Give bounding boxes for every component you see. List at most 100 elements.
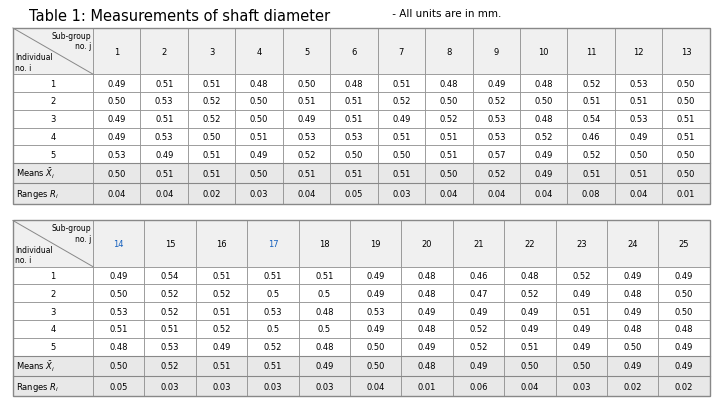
Text: 0.04: 0.04 (298, 190, 315, 199)
Bar (188, 75, 235, 93)
Text: 0.04: 0.04 (440, 190, 458, 199)
Text: 0.53: 0.53 (298, 133, 315, 142)
Bar (196, 267, 247, 285)
Text: 0.48: 0.48 (418, 289, 437, 298)
Text: 0.49: 0.49 (572, 325, 591, 334)
Bar (299, 356, 350, 376)
Text: Table 1: Measurements of shaft diameter: Table 1: Measurements of shaft diameter (29, 9, 330, 24)
Bar (504, 320, 556, 338)
Bar (141, 110, 188, 128)
Text: 0.50: 0.50 (250, 169, 268, 178)
Bar (247, 285, 299, 302)
Bar (378, 29, 425, 75)
Bar (282, 93, 331, 110)
Bar (473, 75, 520, 93)
Text: 0.08: 0.08 (582, 190, 600, 199)
Bar (607, 302, 658, 320)
Bar (473, 93, 520, 110)
Text: 7: 7 (399, 47, 404, 57)
Text: 0.04: 0.04 (535, 190, 553, 199)
Bar (93, 221, 144, 267)
Bar (350, 302, 402, 320)
Text: Sub-group
no. j: Sub-group no. j (52, 223, 91, 243)
Bar (453, 356, 504, 376)
Bar (299, 320, 350, 338)
Text: 0.49: 0.49 (675, 342, 693, 351)
Text: 0.52: 0.52 (487, 97, 505, 106)
Text: 0.49: 0.49 (572, 342, 591, 351)
Text: 0.52: 0.52 (212, 289, 231, 298)
Text: 0.49: 0.49 (470, 307, 488, 316)
Bar (282, 110, 331, 128)
Text: 0.03: 0.03 (250, 190, 268, 199)
Bar (331, 110, 378, 128)
Bar (607, 285, 658, 302)
Bar (402, 285, 453, 302)
Bar (299, 285, 350, 302)
Bar (141, 75, 188, 93)
Bar (196, 285, 247, 302)
Text: Ranges $R_i$: Ranges $R_i$ (16, 380, 60, 393)
Text: 0.5: 0.5 (267, 325, 280, 334)
Text: 22: 22 (525, 240, 535, 249)
Bar (350, 356, 402, 376)
Bar (425, 164, 473, 184)
Bar (141, 29, 188, 75)
Bar (504, 221, 556, 267)
Bar (473, 184, 520, 204)
Bar (196, 320, 247, 338)
Bar (520, 164, 567, 184)
Bar (350, 338, 402, 356)
Text: Sub-group
no. j: Sub-group no. j (52, 31, 91, 51)
Bar (473, 146, 520, 164)
Bar (144, 267, 196, 285)
Text: 0.50: 0.50 (624, 342, 642, 351)
Bar (504, 267, 556, 285)
Bar (93, 93, 141, 110)
Text: 0.49: 0.49 (108, 79, 126, 88)
Text: 0.48: 0.48 (345, 79, 364, 88)
Bar (378, 184, 425, 204)
Text: 0.48: 0.48 (315, 342, 333, 351)
Text: 0.51: 0.51 (212, 307, 231, 316)
Bar (473, 164, 520, 184)
Bar (235, 110, 282, 128)
Text: 0.02: 0.02 (624, 382, 642, 391)
Text: 4: 4 (50, 133, 56, 142)
Text: 0.49: 0.49 (155, 150, 174, 159)
Bar (144, 285, 196, 302)
Text: 0.51: 0.51 (264, 271, 282, 280)
Text: 0.49: 0.49 (418, 307, 437, 316)
Text: 0.04: 0.04 (521, 382, 539, 391)
Text: 0.03: 0.03 (392, 190, 411, 199)
Text: 0.50: 0.50 (440, 97, 458, 106)
Bar (556, 302, 607, 320)
Text: 0.03: 0.03 (212, 382, 231, 391)
Text: 0.02: 0.02 (202, 190, 221, 199)
Bar (13, 29, 93, 75)
Text: 19: 19 (371, 240, 381, 249)
Bar (350, 285, 402, 302)
Bar (235, 146, 282, 164)
Bar (607, 267, 658, 285)
Bar (567, 128, 615, 146)
Text: 0.52: 0.52 (535, 133, 553, 142)
Text: 0.50: 0.50 (677, 97, 695, 106)
Bar (663, 75, 710, 93)
Bar (615, 184, 663, 204)
Bar (520, 128, 567, 146)
Text: 0.04: 0.04 (108, 190, 126, 199)
Text: 0.50: 0.50 (250, 115, 268, 124)
Text: 4: 4 (50, 325, 56, 334)
Text: 20: 20 (422, 240, 432, 249)
Text: 0.52: 0.52 (264, 342, 282, 351)
Bar (93, 302, 144, 320)
Text: 0.52: 0.52 (202, 115, 221, 124)
Text: 2: 2 (161, 47, 167, 57)
Text: 4: 4 (257, 47, 262, 57)
Text: 17: 17 (267, 240, 278, 249)
Text: 0.49: 0.49 (366, 289, 385, 298)
Text: 3: 3 (50, 307, 56, 316)
Bar (282, 164, 331, 184)
Bar (556, 267, 607, 285)
